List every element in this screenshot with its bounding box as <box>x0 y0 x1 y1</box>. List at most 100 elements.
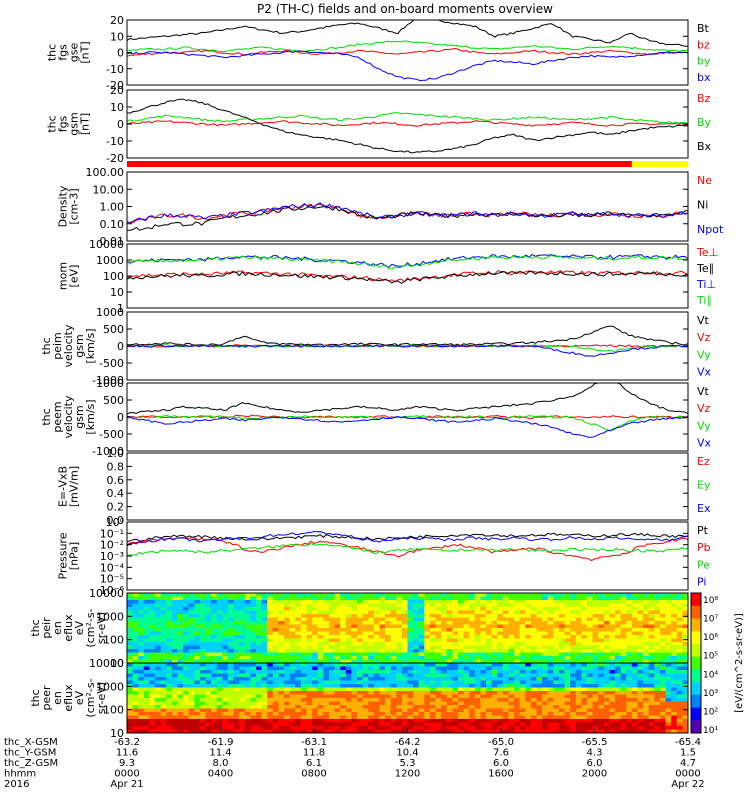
heatmap-cell <box>530 607 538 612</box>
heatmap-cell <box>256 621 263 626</box>
legend-entry: Npot <box>697 223 724 236</box>
heatmap-cell <box>300 684 308 689</box>
heatmap-cell <box>194 698 201 703</box>
heatmap-cell <box>267 691 274 696</box>
series-line-1-2 <box>127 47 688 57</box>
heatmap-cell <box>407 677 414 682</box>
heatmap-cell <box>665 701 672 706</box>
heatmap-cell <box>334 673 341 678</box>
heatmap-cell <box>514 677 521 682</box>
heatmap-cell <box>598 677 605 682</box>
heatmap-cell <box>519 659 526 663</box>
heatmap-cell <box>570 593 577 598</box>
heatmap-cell <box>340 600 347 605</box>
heatmap-cell <box>289 673 296 678</box>
heatmap-cell <box>407 603 414 608</box>
heatmap-cell <box>239 712 246 717</box>
heatmap-cell <box>317 708 324 713</box>
heatmap-cell <box>592 708 599 713</box>
heatmap-cell <box>373 628 381 633</box>
heatmap-cell <box>233 680 240 685</box>
heatmap-cell <box>317 663 324 668</box>
heatmap-cell <box>127 677 134 682</box>
heatmap-cell <box>452 708 459 713</box>
heatmap-cell <box>216 638 223 643</box>
heatmap-cell <box>171 621 179 626</box>
heatmap-cell <box>429 705 437 710</box>
heatmap-cell <box>519 691 526 696</box>
heatmap-cell <box>227 666 235 671</box>
heatmap-cell <box>536 715 543 720</box>
colorbar-tick-label: 10⁴ <box>703 670 718 680</box>
heatmap-cell <box>643 600 650 605</box>
y-tick-label: 10⁻¹ <box>100 527 124 540</box>
heatmap-cell <box>362 701 369 706</box>
heatmap-cell <box>368 603 375 608</box>
heatmap-cell <box>334 621 341 626</box>
heatmap-cell <box>553 603 560 608</box>
heatmap-cell <box>491 649 498 654</box>
y-tick-label: 10000 <box>89 238 124 251</box>
heatmap-cell <box>396 596 403 601</box>
heatmap-cell <box>654 708 661 713</box>
y-tick-label: 1000 <box>96 306 124 319</box>
heatmap-cell <box>160 705 167 710</box>
heatmap-cell <box>581 631 588 636</box>
heatmap-cell <box>216 659 223 663</box>
heatmap-cell <box>587 712 594 717</box>
heatmap-cell <box>205 656 212 661</box>
heatmap-cell <box>407 614 414 619</box>
heatmap-cell <box>659 635 667 640</box>
heatmap-cell <box>581 687 588 692</box>
heatmap-cell <box>575 666 583 671</box>
heatmap-cell <box>138 635 145 640</box>
x-tick-label: -63.1 <box>301 737 327 748</box>
heatmap-cell <box>171 614 179 619</box>
heatmap-cell <box>502 628 510 633</box>
heatmap-cell <box>194 719 201 724</box>
heatmap-cell <box>261 645 268 650</box>
heatmap-cell <box>284 649 291 654</box>
heatmap-cell <box>671 712 678 717</box>
heatmap-cell <box>637 670 644 675</box>
heatmap-cell <box>530 610 538 615</box>
heatmap-cell <box>654 645 661 650</box>
heatmap-cell <box>452 624 459 629</box>
heatmap-cell <box>138 719 145 724</box>
heatmap-cell <box>312 652 319 657</box>
heatmap-cell <box>626 631 633 636</box>
heatmap-cell <box>171 684 179 689</box>
heatmap-cell <box>558 673 566 678</box>
heatmap-cell <box>250 708 257 713</box>
heatmap-cell <box>379 719 386 724</box>
heatmap-cell <box>519 638 526 643</box>
heatmap-cell <box>289 614 296 619</box>
heatmap-cell <box>435 684 442 689</box>
heatmap-cell <box>676 607 683 612</box>
x-tick-label: 0400 <box>208 769 233 780</box>
heatmap-cell <box>149 596 156 601</box>
heatmap-cell <box>469 726 476 731</box>
heatmap-cell <box>671 673 678 678</box>
heatmap-cell <box>413 715 420 720</box>
heatmap-cell <box>362 659 369 663</box>
heatmap-cell <box>396 649 403 654</box>
heatmap-cell <box>289 701 296 706</box>
heatmap-cell <box>188 645 195 650</box>
heatmap-cell <box>480 600 487 605</box>
heatmap-cell <box>149 729 156 733</box>
x-axis-row-label: thc_Y-GSM <box>4 748 56 759</box>
heatmap-cell <box>160 694 167 699</box>
heatmap-cell <box>199 649 207 654</box>
heatmap-cell <box>368 726 375 731</box>
heatmap-cell <box>132 663 139 668</box>
heatmap-cell <box>508 666 515 671</box>
heatmap-cell <box>587 694 594 699</box>
heatmap-cell <box>312 642 319 647</box>
heatmap-cell <box>177 687 184 692</box>
heatmap-cell <box>300 656 308 661</box>
heatmap-cell <box>429 687 437 692</box>
legend-entry: Pe <box>697 558 710 571</box>
heatmap-cell <box>486 600 493 605</box>
heatmap-cell <box>452 635 459 640</box>
